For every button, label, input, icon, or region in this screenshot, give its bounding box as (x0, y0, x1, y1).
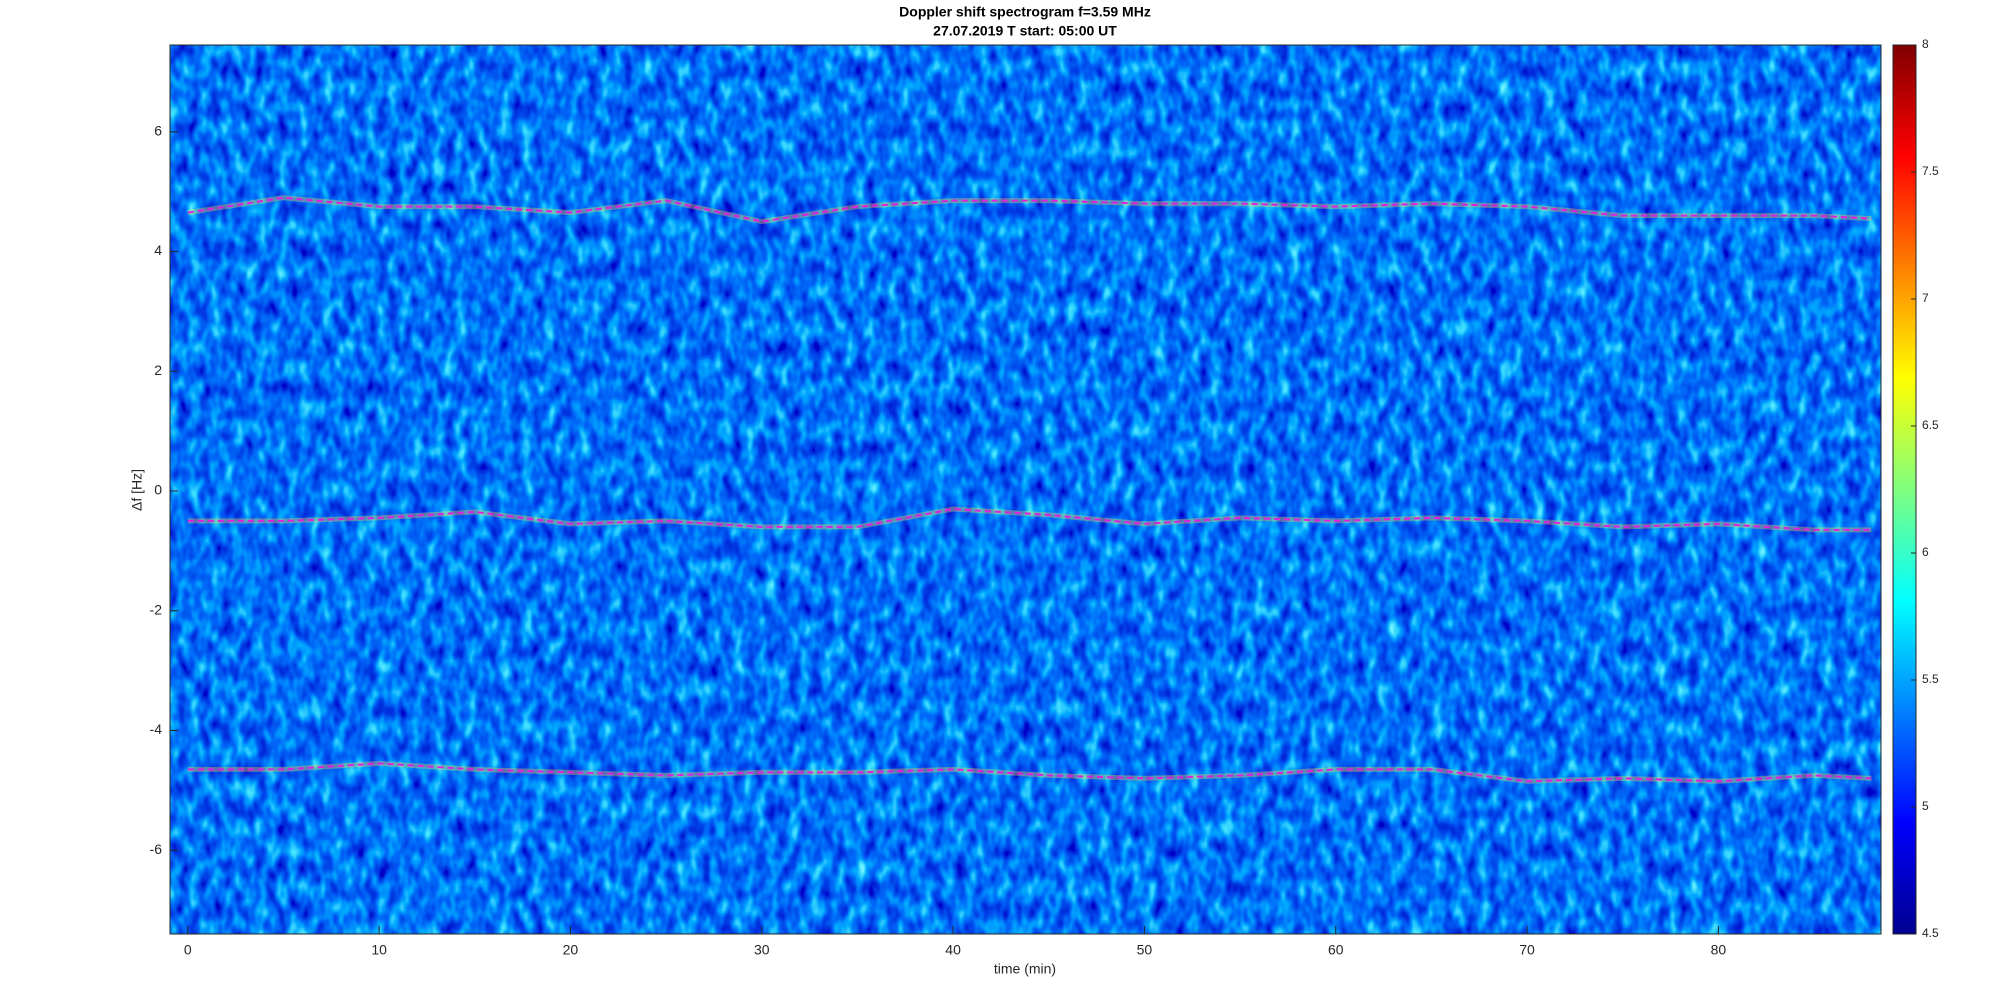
colorbar-tick-label: 6.5 (1922, 418, 1939, 432)
x-tick-label: 60 (1328, 942, 1344, 958)
colorbar-tick-label: 7 (1922, 291, 1929, 305)
colorbar-tick-label: 4.5 (1922, 926, 1939, 940)
x-tick-label: 70 (1519, 942, 1535, 958)
y-tick-label: 6 (154, 123, 162, 139)
x-tick-label: 80 (1711, 942, 1727, 958)
x-tick-label: 40 (945, 942, 961, 958)
y-axis-label: Δf [Hz] (129, 469, 145, 511)
x-tick-label: 20 (563, 942, 579, 958)
chart-subtitle: 27.07.2019 T start: 05:00 UT (933, 23, 1117, 39)
chart-title: Doppler shift spectrogram f=3.59 MHz (899, 4, 1151, 20)
colorbar-tick-label: 6 (1922, 545, 1929, 559)
spectrogram-background (170, 45, 1881, 934)
trace-line (187, 762, 1872, 783)
trace-line (187, 507, 1872, 531)
y-tick-label: 2 (154, 362, 162, 378)
colorbar-tick-label: 7.5 (1922, 164, 1939, 178)
colorbar-tick-label: 5 (1922, 799, 1929, 813)
colorbar (1892, 44, 1917, 935)
plot-area (187, 195, 1872, 784)
x-tick-label: 10 (371, 942, 387, 958)
x-tick-label: 50 (1137, 942, 1153, 958)
trace-line (187, 196, 1872, 223)
y-tick-label: 0 (154, 482, 162, 498)
y-tick-label: -6 (150, 841, 163, 857)
colorbar-tick-label: 8 (1922, 37, 1929, 51)
x-axis-label: time (min) (994, 961, 1056, 977)
colorbar-tick-label: 5.5 (1922, 672, 1939, 686)
x-tick-label: 0 (184, 942, 192, 958)
axes-box (169, 44, 1882, 935)
y-tick-label: -4 (150, 721, 163, 737)
y-tick-label: 4 (154, 242, 162, 258)
x-tick-label: 30 (754, 942, 770, 958)
y-tick-label: -2 (150, 601, 163, 617)
